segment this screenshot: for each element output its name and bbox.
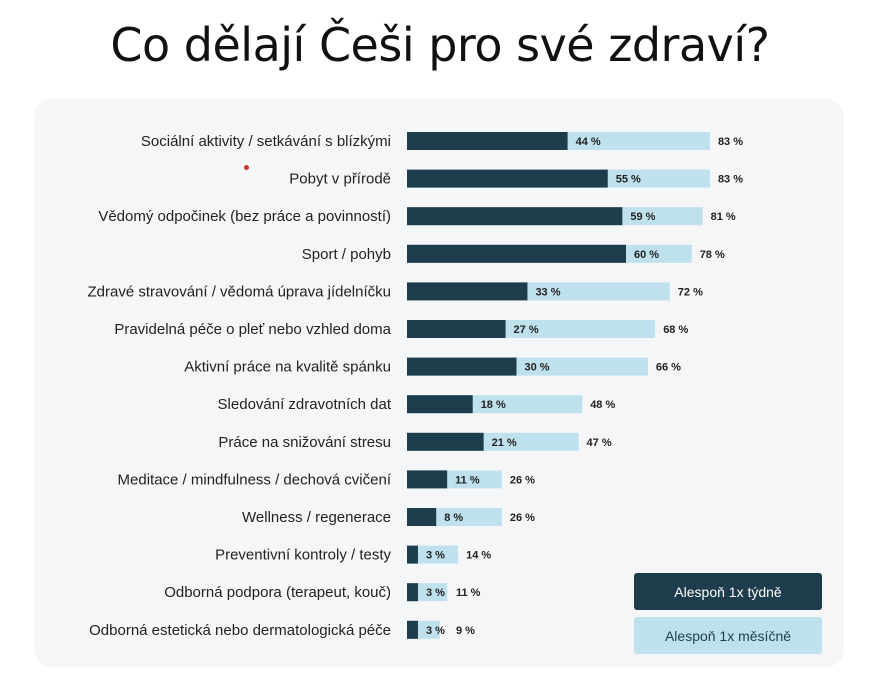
value-label-weekly: 3 %: [426, 587, 445, 599]
value-label-monthly: 78 %: [700, 249, 725, 261]
chart-title: Co dělají Češi pro své zdraví?: [110, 18, 770, 72]
bar-weekly: [407, 282, 528, 301]
value-label-monthly: 83 %: [718, 136, 743, 148]
category-label: Odborná podpora (terapeut, kouč): [164, 584, 391, 601]
value-label-monthly: 83 %: [718, 174, 743, 186]
chart-panel: [34, 99, 844, 667]
bar-weekly: [407, 132, 568, 150]
bar-weekly: [407, 470, 448, 489]
value-label-monthly: 47 %: [587, 437, 612, 449]
bar-weekly: [407, 395, 473, 414]
value-label-weekly: 21 %: [492, 437, 517, 449]
bar-weekly: [407, 432, 484, 451]
value-label-weekly: 59 %: [630, 211, 655, 223]
value-label-weekly: 27 %: [514, 324, 539, 336]
category-label: Sociální aktivity / setkávání s blízkými: [141, 133, 391, 150]
bar-weekly: [407, 169, 608, 188]
bar-weekly: [407, 583, 418, 602]
value-label-weekly: 33 %: [535, 286, 560, 298]
bar-monthly: [407, 545, 459, 564]
bar-weekly: [407, 320, 506, 338]
category-label: Preventivní kontroly / testy: [215, 547, 391, 564]
category-label: Pravidelná péče o pleť nebo vzhled doma: [114, 321, 391, 338]
value-label-weekly: 3 %: [426, 625, 445, 637]
legend-monthly: Alespoň 1x měsíčně: [634, 617, 822, 654]
value-label-monthly: 9 %: [456, 625, 475, 637]
value-label-monthly: 48 %: [590, 399, 615, 411]
value-label-monthly: 72 %: [678, 286, 703, 298]
category-label: Práce na snižování stresu: [218, 434, 391, 451]
value-label-weekly: 60 %: [634, 249, 659, 261]
bar-weekly: [407, 620, 418, 639]
bar-weekly: [407, 244, 626, 263]
value-label-weekly: 3 %: [426, 550, 445, 562]
value-label-monthly: 66 %: [656, 362, 681, 374]
category-label: Odborná estetická nebo dermatologická pé…: [89, 622, 391, 639]
red-dot-marker: [244, 165, 249, 170]
legend-monthly-label: Alespoň 1x měsíčně: [664, 627, 792, 644]
value-label-monthly: 81 %: [711, 211, 736, 223]
value-label-weekly: 8 %: [444, 512, 463, 524]
value-label-monthly: 68 %: [663, 324, 688, 336]
value-label-monthly: 14 %: [466, 550, 491, 562]
value-label-monthly: 26 %: [510, 512, 535, 524]
value-label-monthly: 26 %: [510, 474, 535, 486]
category-label: Aktivní práce na kvalitě spánku: [184, 359, 391, 376]
value-label-monthly: 11 %: [456, 587, 481, 599]
bar-weekly: [407, 357, 517, 376]
legend-weekly-label: Alespoň 1x týdně: [674, 583, 782, 600]
bar-weekly: [407, 545, 418, 564]
category-label: Sledování zdravotních dat: [218, 396, 392, 413]
value-label-weekly: 44 %: [576, 136, 601, 148]
value-label-weekly: 55 %: [616, 174, 641, 186]
value-label-weekly: 18 %: [481, 399, 506, 411]
category-label: Wellness / regenerace: [242, 509, 391, 526]
value-label-weekly: 30 %: [525, 362, 550, 374]
category-label: Vědomý odpočinek (bez práce a povinností…: [98, 208, 391, 225]
category-label: Pobyt v přírodě: [289, 171, 391, 188]
category-label: Zdravé stravování / vědomá úprava jídeln…: [88, 283, 392, 300]
bar-weekly: [407, 207, 623, 226]
category-label: Meditace / mindfulness / dechová cvičení: [118, 471, 392, 488]
legend-weekly: Alespoň 1x týdně: [634, 573, 822, 610]
value-label-weekly: 11 %: [455, 474, 480, 486]
bar-weekly: [407, 508, 437, 526]
category-label: Sport / pohyb: [302, 246, 391, 263]
